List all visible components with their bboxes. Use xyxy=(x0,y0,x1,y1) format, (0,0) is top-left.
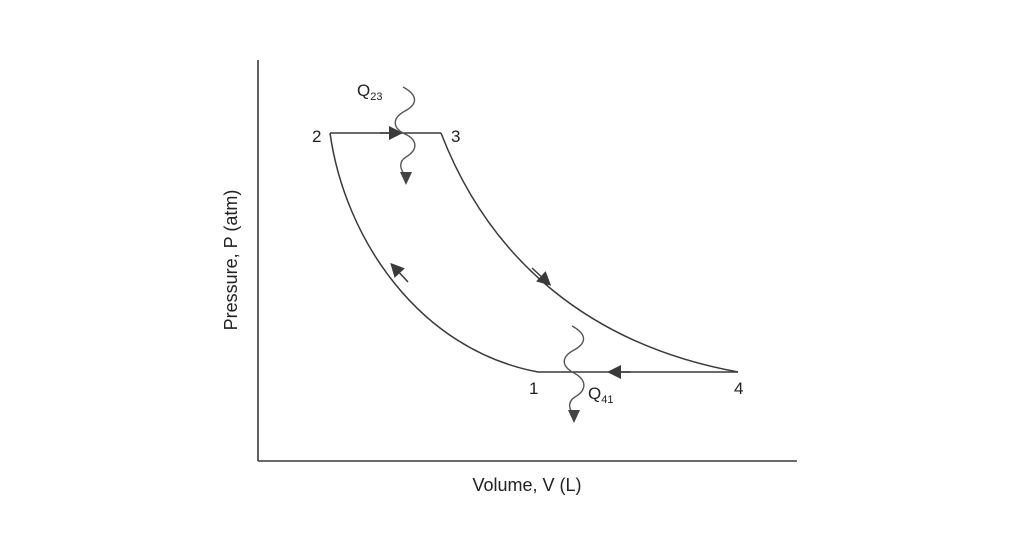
heat-label-q23-sub: 23 xyxy=(370,91,382,103)
point-label-4: 4 xyxy=(734,379,743,398)
heat-q23-squiggle xyxy=(394,86,416,177)
x-axis-label: Volume, V (L) xyxy=(472,475,581,495)
point-label-1: 1 xyxy=(529,379,538,398)
y-axis-label: Pressure, P (atm) xyxy=(221,190,241,331)
path-1-2-compression xyxy=(329,132,539,373)
heat-label-q41-sub: 41 xyxy=(601,394,613,406)
heat-q23-arrowhead xyxy=(400,172,412,185)
point-label-3: 3 xyxy=(451,127,460,146)
heat-label-q41: Q41 xyxy=(588,384,613,406)
heat-q41-squiggle xyxy=(563,325,585,415)
arrow-3-4 xyxy=(531,267,552,286)
heat-label-q23: Q23 xyxy=(357,81,382,103)
path-3-4-expansion xyxy=(440,132,739,373)
heat-label-q23-letter: Q xyxy=(357,81,370,100)
heat-q41-arrowhead xyxy=(568,410,580,423)
heat-label-q41-letter: Q xyxy=(588,384,601,403)
point-label-2: 2 xyxy=(312,127,321,146)
arrow-1-2 xyxy=(390,262,409,283)
